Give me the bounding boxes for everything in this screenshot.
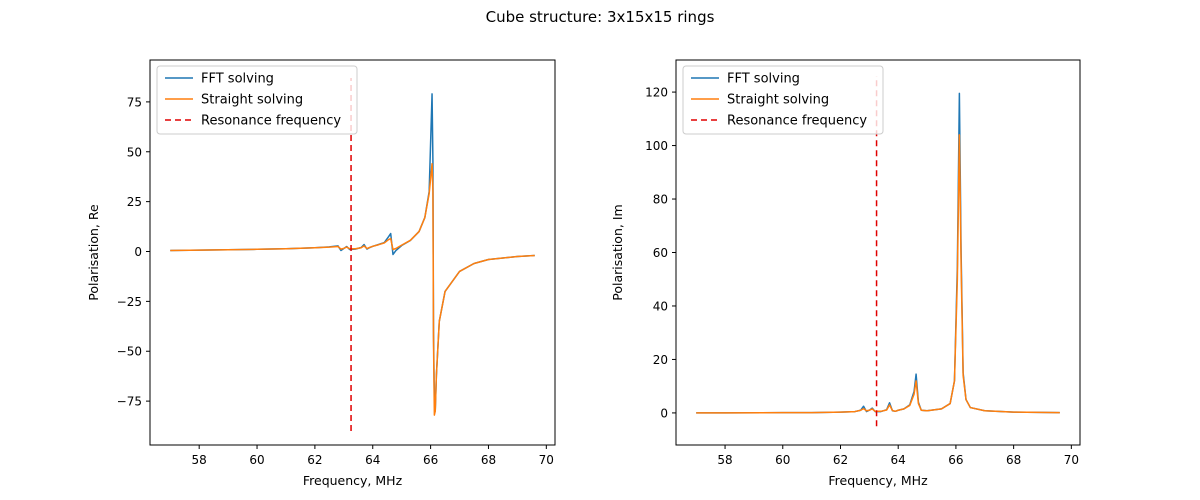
y-tick-label: 75	[127, 95, 142, 109]
legend: FFT solving Straight solving Resonance fre…	[156, 65, 358, 135]
legend-box	[156, 65, 358, 135]
legend-entry-label: FFT solving	[727, 72, 800, 87]
y-tick-label: −50	[117, 345, 142, 359]
y-tick-label: 80	[653, 193, 668, 207]
y-tick-label: −25	[117, 295, 142, 309]
x-tick-label: 62	[307, 453, 322, 467]
x-tick-label: 58	[717, 453, 732, 467]
y-tick-label: 0	[660, 406, 668, 420]
legend-entry-label: Resonance frequency	[201, 114, 341, 129]
y-tick-label: 50	[127, 145, 142, 159]
axes-frame	[149, 59, 556, 446]
x-tick-label: 58	[192, 453, 207, 467]
legend-entry-label: Straight solving	[727, 93, 829, 108]
x-tick-label: 68	[481, 453, 496, 467]
y-tick-label: −75	[117, 395, 142, 409]
x-tick-label: 64	[891, 453, 906, 467]
y-tick-label: 20	[653, 353, 668, 367]
x-tick-label: 64	[365, 453, 380, 467]
figure-suptitle: Cube structure: 3x15x15 rings	[486, 8, 715, 26]
x-tick-label: 66	[948, 453, 963, 467]
x-tick-label: 68	[1006, 453, 1021, 467]
x-tick-label: 66	[423, 453, 438, 467]
y-tick-label: 100	[645, 139, 668, 153]
series-line-fft-solving	[696, 92, 1060, 414]
x-tick-label: 60	[249, 453, 264, 467]
x-tick-label: 60	[775, 453, 790, 467]
legend-box	[682, 65, 884, 135]
x-tick-label: 70	[539, 453, 554, 467]
y-axis-label: Polarisation, Im	[610, 204, 625, 300]
y-tick-label: 25	[127, 195, 142, 209]
x-tick-label: 62	[833, 453, 848, 467]
series-line-fft-solving	[170, 93, 535, 412]
x-axis-label: Frequency, MHz	[303, 473, 403, 488]
legend: FFT solving Straight solving Resonance fre…	[682, 65, 884, 135]
legend-entry-label: Straight solving	[201, 93, 303, 108]
chart-imaginary-part: 58 60 62 64 66 68 70 0 20 40 60 80 100 120 Frequency, …	[610, 59, 1081, 488]
y-tick-label: 120	[645, 86, 668, 100]
series-line-straight-solving	[170, 162, 535, 416]
y-tick-label: 60	[653, 246, 668, 260]
y-tick-label: 0	[134, 245, 142, 259]
y-axis-label: Polarisation, Re	[86, 204, 101, 301]
y-tick-label: 40	[653, 299, 668, 313]
x-tick-label: 70	[1064, 453, 1079, 467]
x-axis-label: Frequency, MHz	[828, 473, 928, 488]
chart-real-part: 58 60 62 64 66 68 70 −75 −50 −25 0 25 50 75 Frequency,…	[86, 59, 556, 488]
series-line-straight-solving	[696, 134, 1060, 414]
legend-entry-label: FFT solving	[201, 72, 274, 87]
legend-entry-label: Resonance frequency	[727, 114, 867, 129]
